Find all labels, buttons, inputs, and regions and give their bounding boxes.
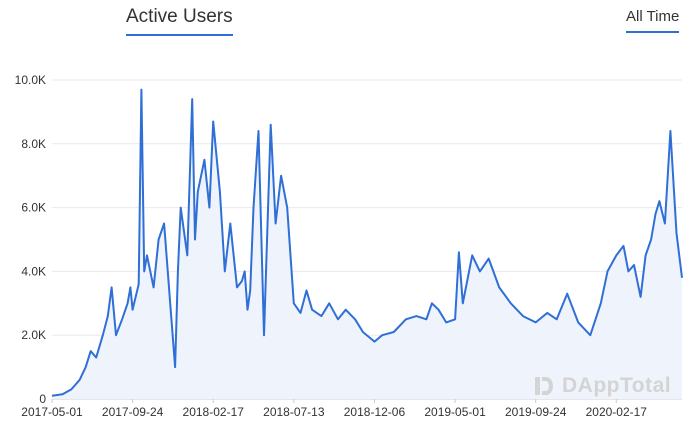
y-tick-label: 8.0K xyxy=(21,137,46,151)
x-tick-label: 2019-09-24 xyxy=(505,405,567,419)
x-tick-label: 2019-05-01 xyxy=(424,405,486,419)
x-tick-label: 2017-05-01 xyxy=(21,405,83,419)
active-users-line xyxy=(51,88,683,397)
y-tick-label: 0 xyxy=(39,392,46,406)
active-users-area xyxy=(52,89,682,399)
x-axis: 2017-05-01 2017-09-24 2018-02-17 2018-07-13… xyxy=(21,399,647,419)
y-tick-label: 10.0K xyxy=(15,73,46,87)
y-tick-label: 6.0K xyxy=(21,201,46,215)
y-tick-label: 4.0K xyxy=(21,264,46,278)
chart-title-tab: Active Users xyxy=(126,6,233,36)
x-tick-label: 2020-02-17 xyxy=(586,405,648,419)
dapptotal-watermark: DAppTotal xyxy=(532,374,671,398)
time-range-all-time-button[interactable]: All Time xyxy=(626,8,680,33)
watermark-text: DAppTotal xyxy=(562,374,672,397)
y-tick-label: 2.0K xyxy=(21,328,46,342)
x-tick-label: 2018-02-17 xyxy=(183,405,245,419)
y-axis: 0 2.0K 4.0K 6.0K 8.0K 10.0K xyxy=(15,73,47,406)
x-tick-label: 2018-12-06 xyxy=(344,405,406,419)
x-tick-label: 2017-09-24 xyxy=(102,405,164,419)
dapptotal-logo-icon xyxy=(535,377,553,395)
x-tick-label: 2018-07-13 xyxy=(263,405,325,419)
